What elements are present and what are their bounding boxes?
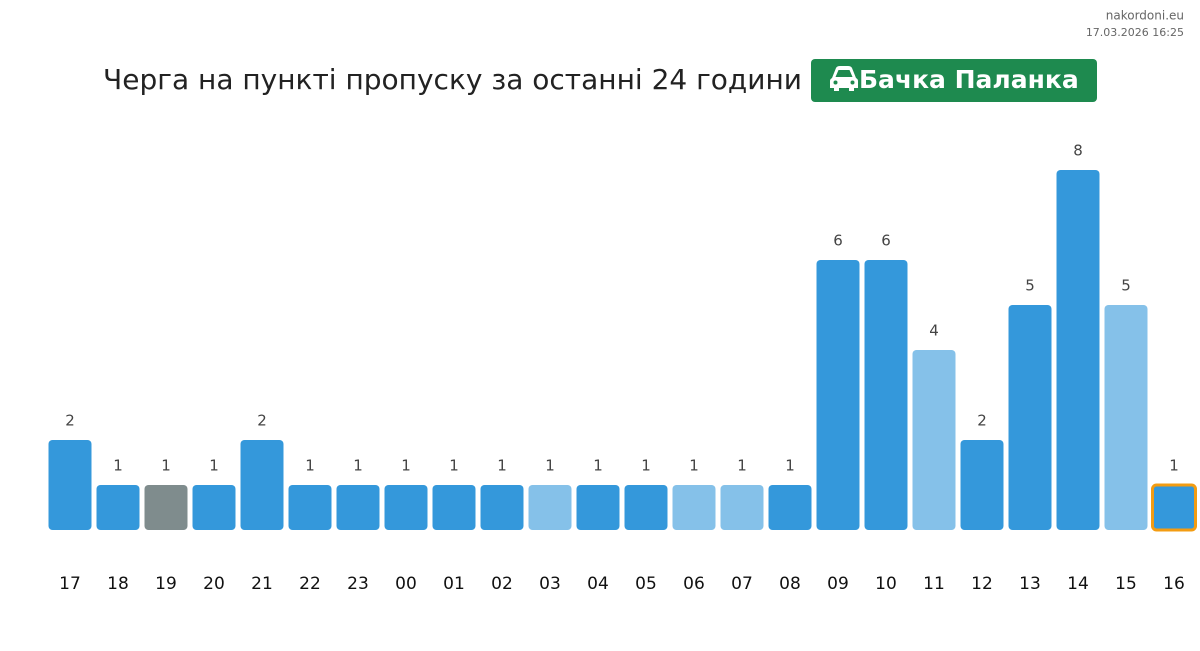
bar [192,485,236,530]
value-label: 1 [209,457,219,475]
bar [144,485,188,530]
value-label: 1 [305,457,315,475]
x-tick-label: 07 [731,574,753,594]
bar [96,485,140,530]
value-label: 1 [545,457,555,475]
x-tick-label: 18 [107,574,129,594]
x-tick-label: 01 [443,574,465,594]
site: nakordoni.eu [1106,9,1184,23]
timestamp: 17.03.2026 16:25 [1086,26,1184,39]
badge-label: Бачка Паланка [859,65,1079,94]
x-tick-label: 08 [779,574,801,594]
bar [1056,170,1100,530]
x-tick-label: 00 [395,574,417,594]
value-label: 1 [113,457,123,475]
value-label: 1 [689,457,699,475]
value-label: 6 [881,232,891,250]
x-tick-label: 12 [971,574,993,594]
bar [240,440,284,530]
x-tick-label: 13 [1019,574,1041,594]
x-tick-label: 19 [155,574,177,594]
value-label: 8 [1073,142,1083,160]
x-tick-label: 15 [1115,574,1137,594]
bar [1104,305,1148,530]
x-tick-label: 10 [875,574,897,594]
value-label: 1 [1169,457,1179,475]
value-label: 1 [401,457,411,475]
x-tick-label: 04 [587,574,609,594]
x-tick-label: 16 [1163,574,1185,594]
value-label: 2 [65,412,75,430]
value-label: 2 [977,412,987,430]
x-tick-label: 11 [923,574,945,594]
x-tick-label: 21 [251,574,273,594]
bar [1008,305,1052,530]
x-tick-label: 06 [683,574,705,594]
bar [336,485,380,530]
value-label: 5 [1025,277,1035,295]
bar [384,485,428,530]
value-label: 1 [641,457,651,475]
value-label: 1 [161,457,171,475]
x-tick-label: 23 [347,574,369,594]
bar [432,485,476,530]
x-tick-label: 03 [539,574,561,594]
x-tick-label: 02 [491,574,513,594]
x-tick-label: 09 [827,574,849,594]
bar [624,485,668,530]
value-label: 1 [593,457,603,475]
value-label: 1 [785,457,795,475]
value-label: 1 [353,457,363,475]
x-tick-label: 05 [635,574,657,594]
bar [288,485,332,530]
chart-title: Черга на пункті пропуску за останні 24 г… [103,63,802,96]
bar [768,485,812,530]
bar [864,260,908,530]
value-label: 4 [929,322,939,340]
x-tick-label: 20 [203,574,225,594]
value-label: 1 [449,457,459,475]
x-tick-label: 14 [1067,574,1089,594]
bar [960,440,1004,530]
value-label: 5 [1121,277,1131,295]
bar [672,485,716,530]
bar [528,485,572,530]
value-label: 6 [833,232,843,250]
bar [576,485,620,530]
car-icon [830,66,858,91]
bar [720,485,764,530]
bar [480,485,524,530]
badge-bg [811,59,1097,102]
bar [912,350,956,530]
value-label: 1 [737,457,747,475]
bar [48,440,92,530]
value-label: 2 [257,412,267,430]
bar [816,260,860,530]
value-label: 1 [497,457,507,475]
bar [1151,483,1197,532]
x-tick-label: 22 [299,574,321,594]
x-tick-label: 17 [59,574,81,594]
